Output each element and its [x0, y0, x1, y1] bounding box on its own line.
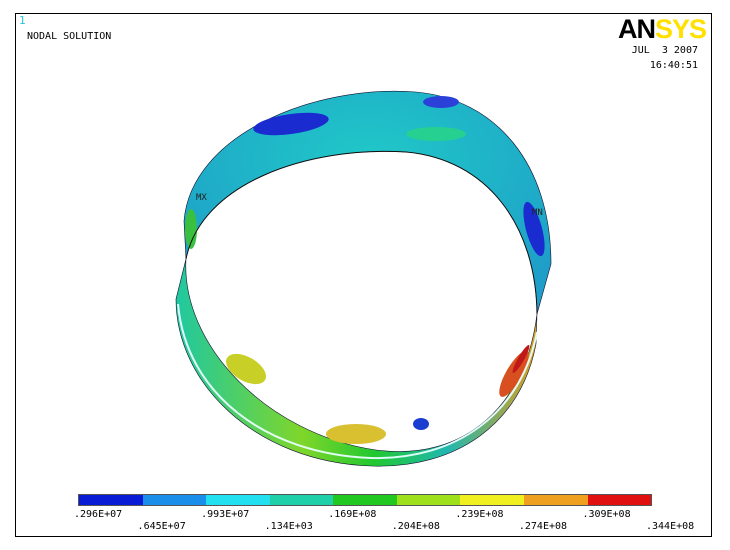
logo-text-sys: SYS: [655, 14, 707, 44]
legend-label: .645E+07: [137, 521, 186, 532]
legend-color-9: [587, 495, 652, 505]
legend-color-3: [206, 495, 270, 505]
legend-color-7: [460, 495, 524, 505]
ring-inner-edge: [177, 303, 538, 460]
logo-text-an: AN: [618, 14, 656, 44]
legend-color-4: [269, 495, 334, 505]
low-stress-patch: [413, 418, 429, 430]
legend-label: .134E+03: [264, 521, 313, 532]
legend-color-1: [79, 495, 143, 505]
legend-label: .344E+08: [646, 521, 695, 532]
legend-label: .993E+07: [201, 509, 250, 520]
contour-legend-bar: [78, 494, 652, 506]
legend-label: .239E+08: [455, 509, 504, 520]
ring-rim-edge: [185, 150, 538, 315]
legend-color-8: [523, 495, 588, 505]
legend-label: .309E+08: [582, 509, 631, 520]
mid-stress-patch: [406, 127, 466, 141]
solution-title: NODAL SOLUTION: [27, 31, 112, 42]
mid-stress-patch: [185, 209, 197, 249]
low-stress-patch: [253, 112, 329, 136]
min-marker: MN: [532, 208, 543, 218]
high-stress-patch: [226, 353, 266, 385]
ansys-logo: ANSYS: [618, 14, 707, 44]
legend-color-2: [142, 495, 207, 505]
legend-label: .204E+08: [391, 521, 440, 532]
legend-label: .296E+07: [74, 509, 123, 520]
ring-back-wall: [183, 90, 552, 315]
max-stress-patch: [512, 345, 530, 373]
max-marker: MX: [196, 193, 207, 203]
time-label: 16:40:51: [649, 60, 698, 71]
legend-label: .274E+08: [518, 521, 568, 532]
legend-label: .169E+08: [328, 509, 377, 520]
high-stress-patch: [326, 424, 386, 444]
legend-color-5: [333, 495, 397, 505]
graphics-window[interactable]: 1 NODAL SOLUTION ANSYS JUL 3 2007 16:40:…: [15, 13, 712, 537]
date-label: JUL 3 2007: [631, 45, 698, 56]
low-stress-patch: [423, 96, 459, 108]
window-number: 1: [19, 14, 26, 27]
low-stress-patch: [523, 201, 545, 257]
ring-front-wall: [175, 258, 538, 467]
contour-plot[interactable]: MX MN: [16, 14, 713, 538]
legend-color-6: [396, 495, 461, 505]
